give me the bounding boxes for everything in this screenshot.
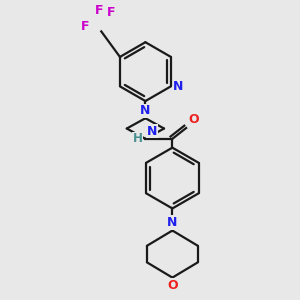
Text: N: N (167, 216, 178, 229)
Text: O: O (167, 279, 178, 292)
Text: F: F (80, 20, 89, 33)
Text: F: F (95, 4, 103, 17)
Text: F: F (107, 6, 116, 19)
Text: O: O (189, 113, 199, 126)
Text: N: N (140, 104, 151, 117)
Text: N: N (173, 80, 184, 93)
Text: H: H (133, 132, 143, 145)
Text: N: N (147, 125, 157, 138)
